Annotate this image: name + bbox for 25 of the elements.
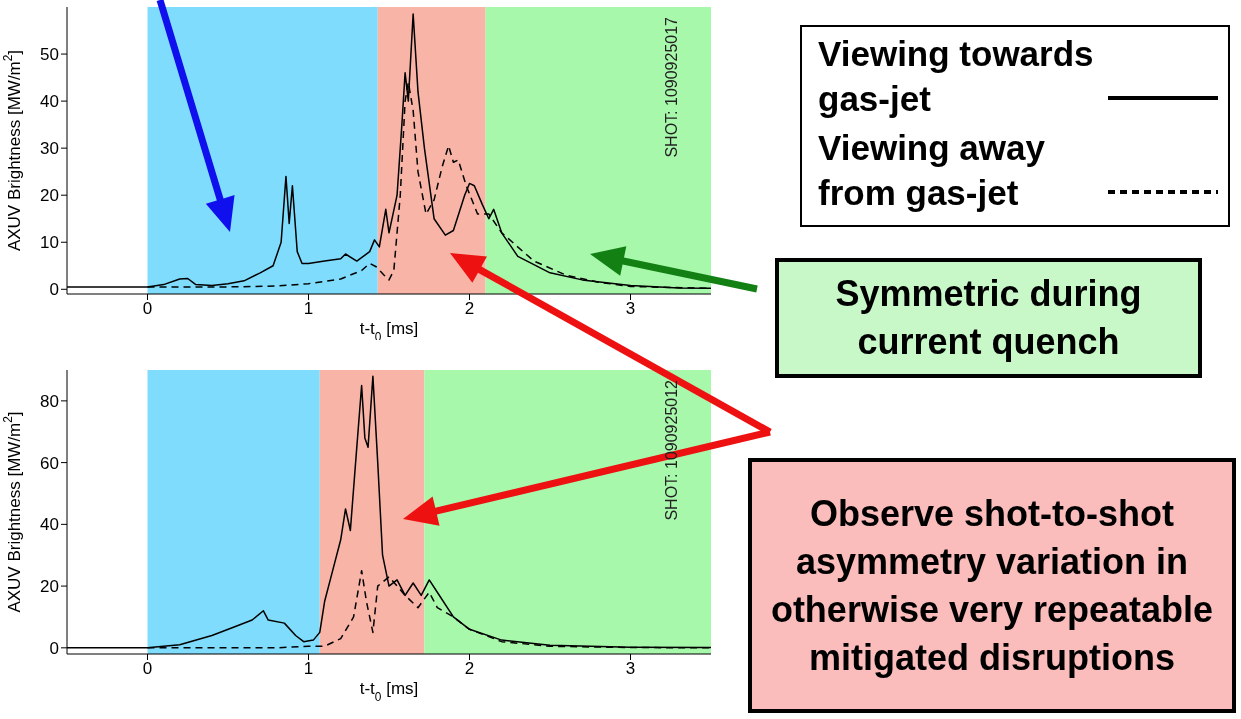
y-tick-label: 10 xyxy=(40,233,59,253)
x-tick-label: 0 xyxy=(142,659,153,679)
x-tick-label: 3 xyxy=(625,299,636,319)
x-tick-label: 0 xyxy=(142,299,153,319)
y-tick-label: 30 xyxy=(40,139,59,159)
x-axis-title: t-t$_{0}$ [ms] xyxy=(359,679,419,704)
text: Observe shot-to-shot asymmetry variation in otherwise very repeatable mitigated disruptions xyxy=(769,491,1215,680)
y-tick-label: 0 xyxy=(49,280,59,300)
y-tick-label: 80 xyxy=(40,391,59,411)
x-tick-label: 2 xyxy=(464,659,475,679)
y-tick-label: 40 xyxy=(40,92,59,112)
x-tick-label: 1 xyxy=(303,659,314,679)
y-tick-label: 0 xyxy=(49,638,59,658)
y-tick-label: 60 xyxy=(40,453,59,473)
x-tick-label: 1 xyxy=(303,299,314,319)
y-tick-label: 20 xyxy=(40,577,59,597)
annotation: SHOT: 1090925017 xyxy=(663,16,681,158)
text: Viewing away from gas-jet xyxy=(818,128,1045,212)
x-tick-label: 3 xyxy=(625,659,636,679)
y-tick-label: 20 xyxy=(40,186,59,206)
x-tick-label: 2 xyxy=(464,299,475,319)
y-tick-label: 40 xyxy=(40,515,59,535)
annotation: SHOT: 1090925012 xyxy=(663,379,681,521)
y-tick-label: 50 xyxy=(40,45,59,65)
text: Symmetric during current quench xyxy=(834,272,1143,364)
